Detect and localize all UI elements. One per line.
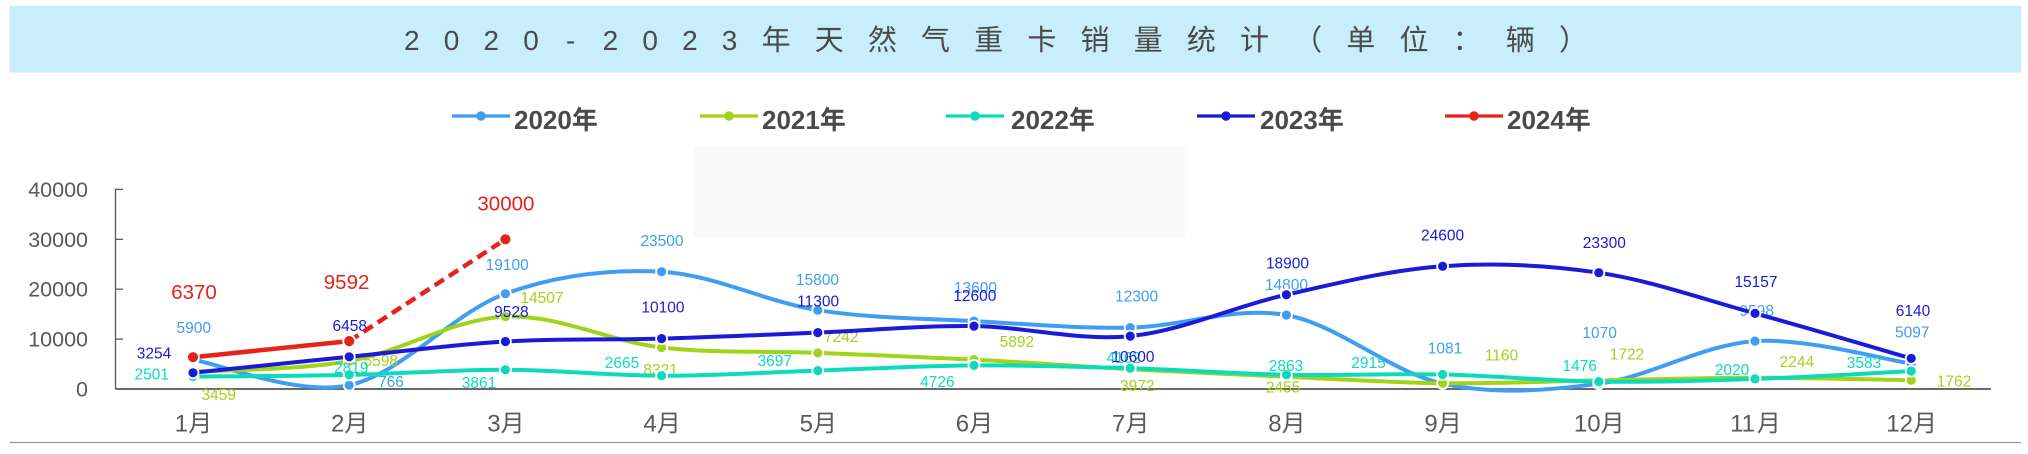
- svg-text:3861: 3861: [462, 375, 496, 392]
- svg-text:10600: 10600: [1111, 349, 1154, 366]
- svg-text:3: 3: [722, 25, 738, 56]
- svg-text:2: 2: [404, 25, 420, 56]
- svg-text:2863: 2863: [1269, 358, 1303, 375]
- svg-text:2022: 2022: [1011, 105, 1069, 135]
- svg-text:2665: 2665: [605, 355, 639, 372]
- svg-text:5598: 5598: [363, 353, 397, 370]
- svg-text:15800: 15800: [796, 272, 839, 289]
- svg-text:3254: 3254: [137, 346, 172, 363]
- svg-text:14507: 14507: [520, 290, 563, 307]
- svg-text:23500: 23500: [640, 233, 683, 250]
- svg-text:2020: 2020: [514, 105, 572, 135]
- svg-text:2: 2: [603, 25, 619, 56]
- svg-text:2819: 2819: [334, 360, 368, 377]
- svg-text:2: 2: [483, 25, 499, 56]
- svg-text:1: 1: [175, 411, 188, 438]
- svg-text:9592: 9592: [324, 271, 370, 294]
- svg-text:766: 766: [378, 374, 404, 391]
- svg-text:0: 0: [444, 25, 460, 56]
- svg-text:2455: 2455: [1266, 380, 1300, 397]
- svg-text:13600: 13600: [954, 280, 997, 297]
- svg-text:24600: 24600: [1421, 227, 1464, 244]
- svg-text:6140: 6140: [1896, 303, 1931, 320]
- svg-text:3697: 3697: [757, 353, 791, 370]
- svg-text:5892: 5892: [1000, 334, 1034, 351]
- svg-text:15157: 15157: [1734, 274, 1777, 291]
- svg-text:4162: 4162: [1107, 350, 1141, 367]
- svg-text:18900: 18900: [1266, 256, 1309, 273]
- svg-text:11300: 11300: [797, 294, 839, 311]
- svg-text:11: 11: [1730, 411, 1755, 438]
- svg-text:2021: 2021: [762, 105, 820, 135]
- svg-text:9528: 9528: [494, 304, 528, 321]
- svg-text:4726: 4726: [920, 374, 954, 391]
- svg-text:0: 0: [523, 25, 539, 56]
- svg-text:5: 5: [800, 411, 813, 438]
- svg-text:1160: 1160: [1485, 348, 1519, 365]
- svg-text:1476: 1476: [1562, 358, 1596, 375]
- svg-text:2915: 2915: [1351, 355, 1385, 372]
- svg-text:10: 10: [1574, 411, 1601, 438]
- svg-text:30000: 30000: [477, 193, 534, 216]
- svg-text:8: 8: [1268, 411, 1281, 438]
- svg-text:2: 2: [331, 411, 344, 438]
- svg-text:6370: 6370: [171, 281, 217, 304]
- svg-text:14800: 14800: [1265, 277, 1308, 294]
- svg-text:3972: 3972: [1120, 378, 1154, 395]
- svg-text:12300: 12300: [1115, 289, 1158, 306]
- svg-text:23300: 23300: [1583, 235, 1626, 252]
- svg-text:7: 7: [1112, 411, 1125, 438]
- svg-text:1081: 1081: [1428, 340, 1462, 357]
- svg-text:6458: 6458: [332, 318, 366, 335]
- svg-text:40000: 40000: [28, 178, 88, 202]
- svg-text:30000: 30000: [28, 228, 88, 252]
- svg-text:10100: 10100: [641, 300, 684, 317]
- svg-text:3: 3: [487, 411, 500, 438]
- svg-text:1762: 1762: [1937, 374, 1971, 391]
- svg-text:2020: 2020: [1715, 362, 1750, 379]
- svg-text:0: 0: [76, 378, 88, 402]
- svg-text:2501: 2501: [134, 367, 168, 384]
- svg-text:5900: 5900: [177, 320, 212, 337]
- svg-text:1070: 1070: [1582, 325, 1617, 342]
- svg-text:2024: 2024: [1507, 105, 1565, 135]
- svg-text:2: 2: [682, 25, 698, 56]
- svg-text:9: 9: [1424, 411, 1437, 438]
- svg-text:-: -: [566, 25, 575, 56]
- svg-text:12600: 12600: [953, 288, 996, 305]
- svg-text:2244: 2244: [1780, 354, 1815, 371]
- svg-text:6: 6: [956, 411, 969, 438]
- svg-text:0: 0: [642, 25, 658, 56]
- svg-text:3583: 3583: [1847, 355, 1881, 372]
- svg-text:3459: 3459: [201, 387, 235, 404]
- svg-text:10000: 10000: [28, 328, 88, 352]
- svg-text:2023: 2023: [1260, 105, 1318, 135]
- svg-text:20000: 20000: [28, 278, 88, 302]
- svg-text:19100: 19100: [486, 257, 529, 274]
- svg-text:4: 4: [643, 411, 656, 438]
- svg-text:1722: 1722: [1610, 347, 1644, 364]
- svg-text:5097: 5097: [1895, 324, 1929, 341]
- svg-text:12: 12: [1886, 411, 1913, 438]
